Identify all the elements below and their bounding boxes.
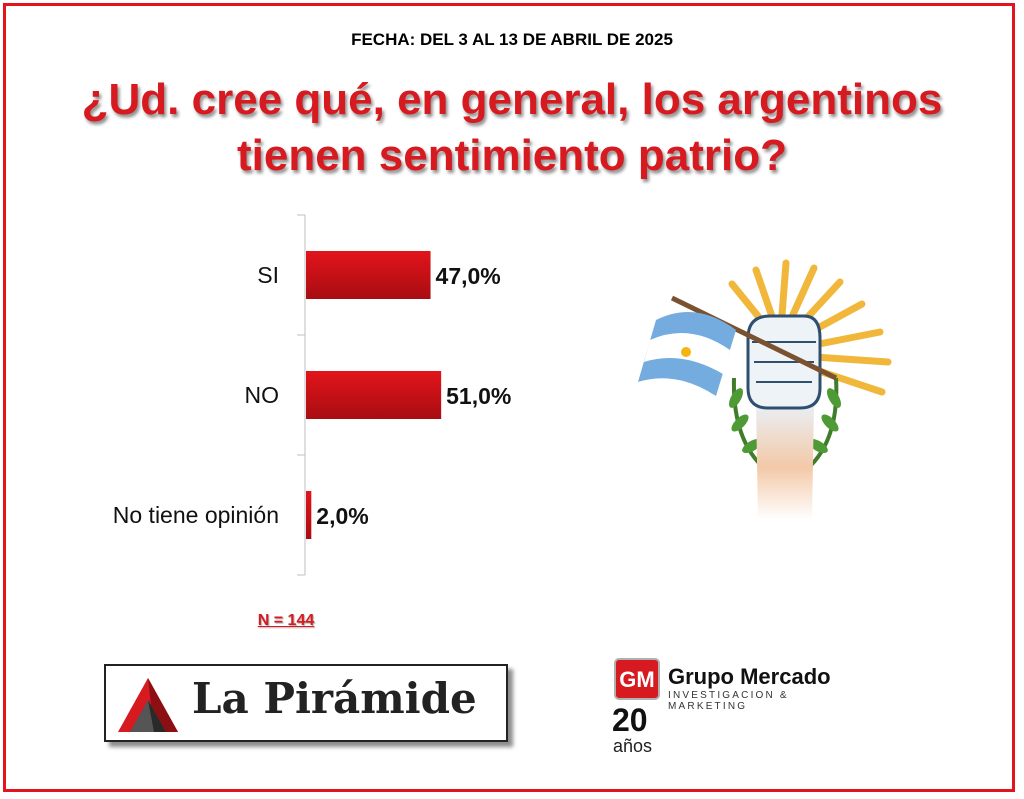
survey-date: FECHA: DEL 3 AL 13 DE ABRIL DE 2025 — [351, 30, 673, 49]
gm-mark-text: GM — [619, 667, 654, 692]
category-label: No tiene opinión — [113, 502, 279, 528]
gm-mark-icon: GM — [614, 658, 660, 700]
category-label: NO — [245, 382, 280, 408]
grupo-mercado-tagline: INVESTIGACION & MARKETING — [668, 690, 789, 712]
flag-pole — [670, 295, 838, 381]
la-piramide-logo: La Pirámide — [104, 664, 508, 742]
data-label: 51,0% — [446, 383, 511, 409]
raised-fist-with-argentine-flag-icon — [638, 259, 892, 520]
bar-chart: SI 47,0% NO 51,0% No tiene opinión 2,0% — [113, 214, 511, 576]
survey-question: ¿Ud. cree qué, en general, los argentino… — [0, 72, 1024, 184]
arm — [756, 403, 814, 520]
question-line-2: tienen sentimiento patrio? — [236, 131, 788, 180]
anniversary-word: años — [613, 736, 653, 756]
bar — [306, 371, 442, 419]
grupo-mercado-name: Grupo Mercado — [668, 664, 831, 689]
page-border — [3, 3, 1015, 792]
argentine-flag — [638, 312, 736, 396]
bar — [306, 491, 312, 539]
sample-size: N = 144 — [257, 612, 315, 629]
pyramid-icon — [118, 678, 178, 732]
la-piramide-name: La Pirámide — [192, 674, 477, 723]
data-label: 47,0% — [436, 263, 501, 289]
anniversary-number: 20 — [612, 702, 648, 738]
data-label: 2,0% — [316, 503, 368, 529]
grupo-mercado-logo: GM Grupo Mercado INVESTIGACION & MARKETI… — [612, 656, 872, 766]
question-line-1: ¿Ud. cree qué, en general, los argentino… — [81, 75, 943, 124]
bar — [306, 251, 431, 299]
category-label: SI — [257, 262, 279, 288]
